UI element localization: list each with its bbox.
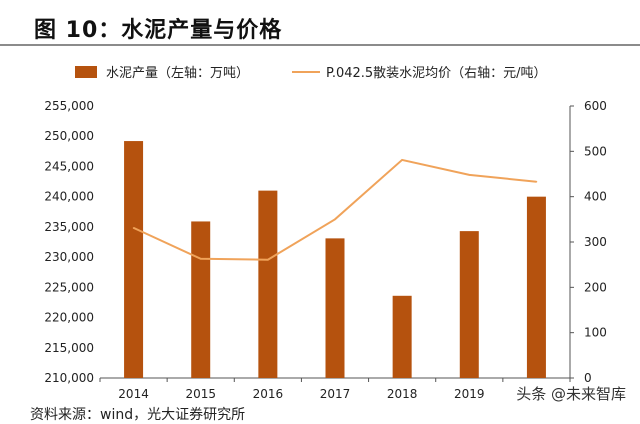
chart-plot: 水泥产量（左轴：万吨） P.042.5散装水泥均价（右轴：元/吨） 210,00… [44,66,607,401]
left-axis-tick-label: 245,000 [44,159,94,173]
price-point-2015 [199,257,202,260]
left-axis-tick-label: 250,000 [44,129,94,143]
figure-title-bar: 图 10：水泥产量与价格 [0,6,640,46]
price-point-2018 [401,159,403,161]
x-axis-tick-label: 2016 [253,387,284,401]
x-axis-tick-label: 2014 [118,387,149,401]
left-axis-tick-label: 210,000 [44,371,94,385]
line-series [132,158,538,261]
x-axis-tick-label: 2018 [387,387,418,401]
axes: 210,000 215,000 220,000 225,000 230,000 235,0… [44,99,607,401]
left-axis-tick-label: 255,000 [44,99,94,113]
legend-swatch-bar [75,66,97,78]
left-axis-tick-label: 215,000 [44,341,94,355]
right-axis-tick-label: 0 [584,371,592,385]
right-axis-tick-label: 400 [584,190,607,204]
source-note: 资料来源：wind，光大证券研究所 [30,407,246,423]
bar-2016 [258,190,278,378]
right-axis-tick-label: 600 [584,99,607,113]
price-point-2017 [334,218,336,221]
legend-label-line: P.042.5散装水泥均价（右轴：元/吨） [326,66,547,81]
right-axis-tick-label: 500 [584,144,607,158]
bar-series [124,141,546,378]
chart-figure: 图 10：水泥产量与价格 水泥产量（左轴：万吨） P.042.5散装水泥均价（右… [0,6,640,423]
left-axis-tick-label: 230,000 [44,250,94,264]
price-point-2020 [535,180,538,183]
right-axis-tick-label: 200 [584,280,607,294]
watermark: 头条 @未来智库 [510,382,632,405]
legend: 水泥产量（左轴：万吨） P.042.5散装水泥均价（右轴：元/吨） [75,66,547,81]
right-axis-tick-label: 100 [584,326,607,340]
x-axis-tick-label: 2019 [454,387,485,401]
bar-2018 [392,295,412,378]
x-axis-tick-label: 2015 [185,387,216,401]
bar-2015 [191,221,211,378]
right-axis-tick-label: 300 [584,235,607,249]
bar-2019 [459,231,479,378]
price-point-2019 [468,174,471,176]
left-axis-tick-label: 240,000 [44,190,94,204]
price-point-2014 [132,227,135,229]
bar-2017 [325,238,345,378]
left-axis-tick-label: 220,000 [44,311,94,325]
legend-label-bar: 水泥产量（左轴：万吨） [106,66,249,81]
left-axis-tick-label: 225,000 [44,280,94,294]
left-axis-tick-label: 235,000 [44,220,94,234]
bar-2014 [124,141,144,378]
bar-2020 [526,196,546,378]
figure-title: 图 10：水泥产量与价格 [34,18,283,43]
x-axis-tick-label: 2017 [320,387,351,401]
price-point-2016 [267,258,269,261]
